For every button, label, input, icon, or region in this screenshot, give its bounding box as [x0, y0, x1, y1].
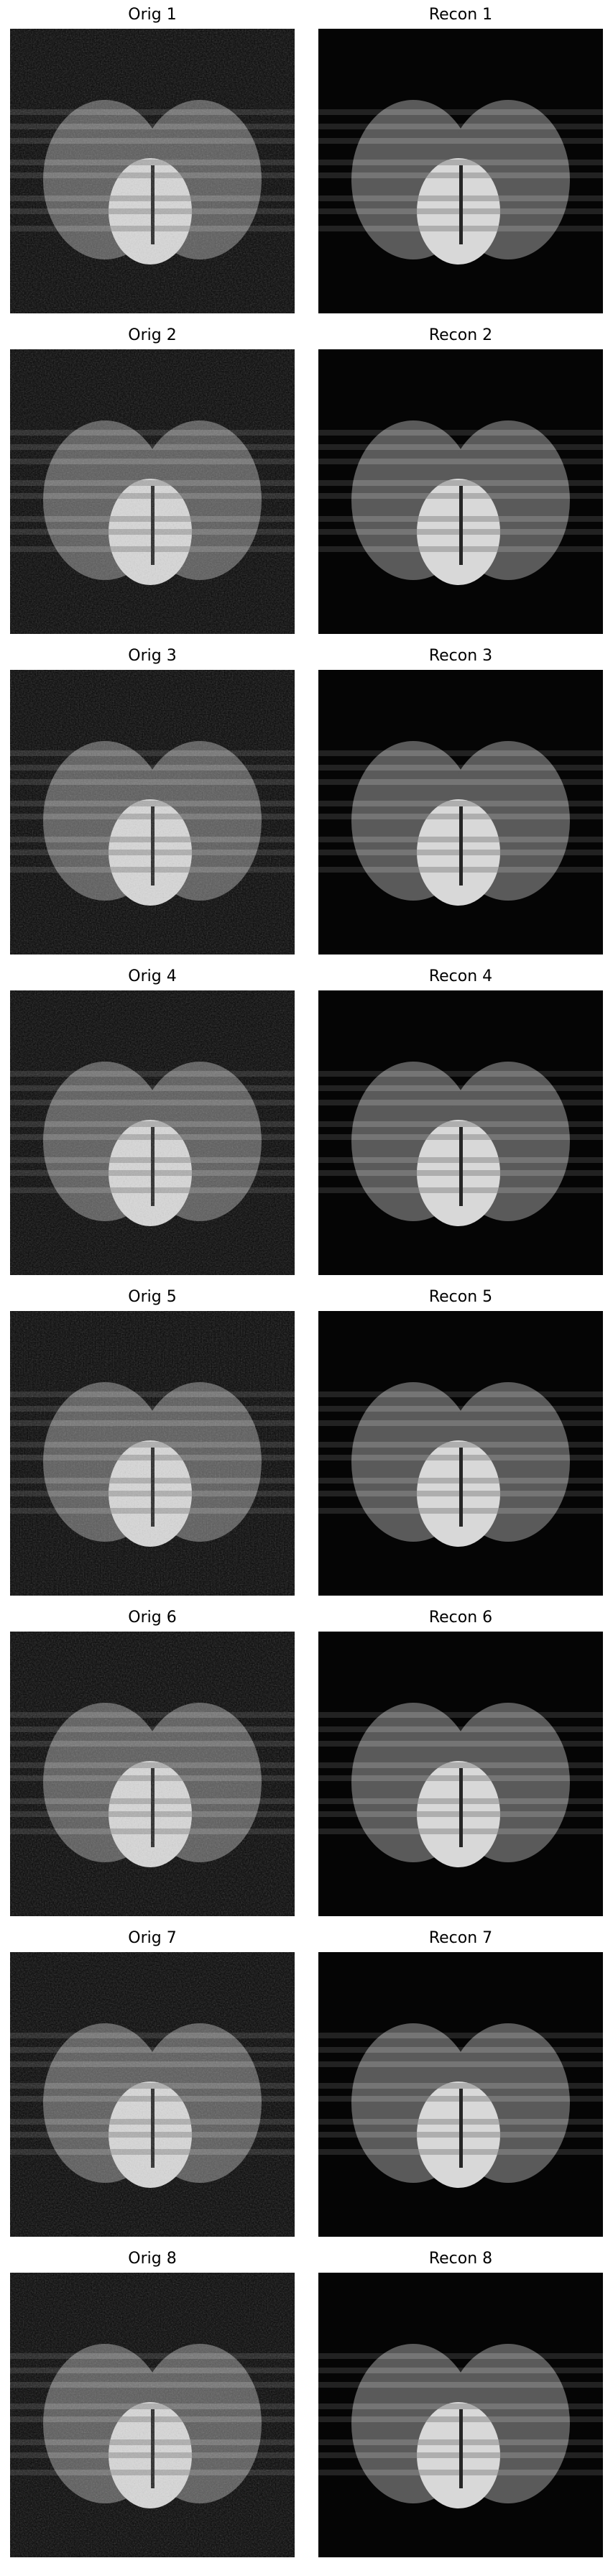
recon-image-6: [318, 1632, 603, 1916]
recon-title-3: Recon 3: [428, 647, 493, 665]
orig-panel-5: Orig 5: [10, 1287, 295, 1596]
recon-panel-5: Recon 5: [318, 1287, 603, 1596]
orig-image-5: [10, 1311, 295, 1596]
orig-image-6: [10, 1632, 295, 1916]
orig-panel-3: Orig 3: [10, 645, 295, 954]
recon-image-3: [318, 670, 603, 954]
orig-panel-7: Orig 7: [10, 1928, 295, 2237]
orig-image-2: [10, 349, 295, 634]
orig-panel-6: Orig 6: [10, 1607, 295, 1916]
orig-title-4: Orig 4: [128, 967, 177, 985]
orig-panel-4: Orig 4: [10, 966, 295, 1275]
recon-image-8: [318, 2273, 603, 2557]
orig-panel-2: Orig 2: [10, 325, 295, 634]
orig-title-1: Orig 1: [128, 6, 177, 24]
orig-image-1: [10, 29, 295, 313]
orig-title-5: Orig 5: [128, 1288, 177, 1306]
recon-image-7: [318, 1952, 603, 2237]
orig-title-2: Orig 2: [128, 326, 177, 344]
orig-panel-8: Orig 8: [10, 2248, 295, 2557]
recon-panel-4: Recon 4: [318, 966, 603, 1275]
recon-image-1: [318, 29, 603, 313]
recon-image-2: [318, 349, 603, 634]
orig-title-7: Orig 7: [128, 1929, 177, 1947]
recon-title-7: Recon 7: [428, 1929, 493, 1947]
recon-panel-3: Recon 3: [318, 645, 603, 954]
orig-image-3: [10, 670, 295, 954]
recon-panel-7: Recon 7: [318, 1928, 603, 2237]
orig-title-3: Orig 3: [128, 647, 177, 665]
recon-image-4: [318, 990, 603, 1275]
recon-panel-8: Recon 8: [318, 2248, 603, 2557]
recon-title-4: Recon 4: [428, 967, 493, 985]
recon-title-6: Recon 6: [428, 1609, 493, 1627]
recon-title-2: Recon 2: [428, 326, 493, 344]
orig-title-8: Orig 8: [128, 2250, 177, 2268]
orig-title-6: Orig 6: [128, 1609, 177, 1627]
orig-panel-1: Orig 1: [10, 4, 295, 313]
recon-panel-6: Recon 6: [318, 1607, 603, 1916]
recon-panel-2: Recon 2: [318, 325, 603, 634]
recon-title-1: Recon 1: [428, 6, 493, 24]
recon-title-8: Recon 8: [428, 2250, 493, 2268]
recon-panel-1: Recon 1: [318, 4, 603, 313]
orig-image-4: [10, 990, 295, 1275]
recon-title-5: Recon 5: [428, 1288, 493, 1306]
orig-image-7: [10, 1952, 295, 2237]
recon-image-5: [318, 1311, 603, 1596]
orig-image-8: [10, 2273, 295, 2557]
